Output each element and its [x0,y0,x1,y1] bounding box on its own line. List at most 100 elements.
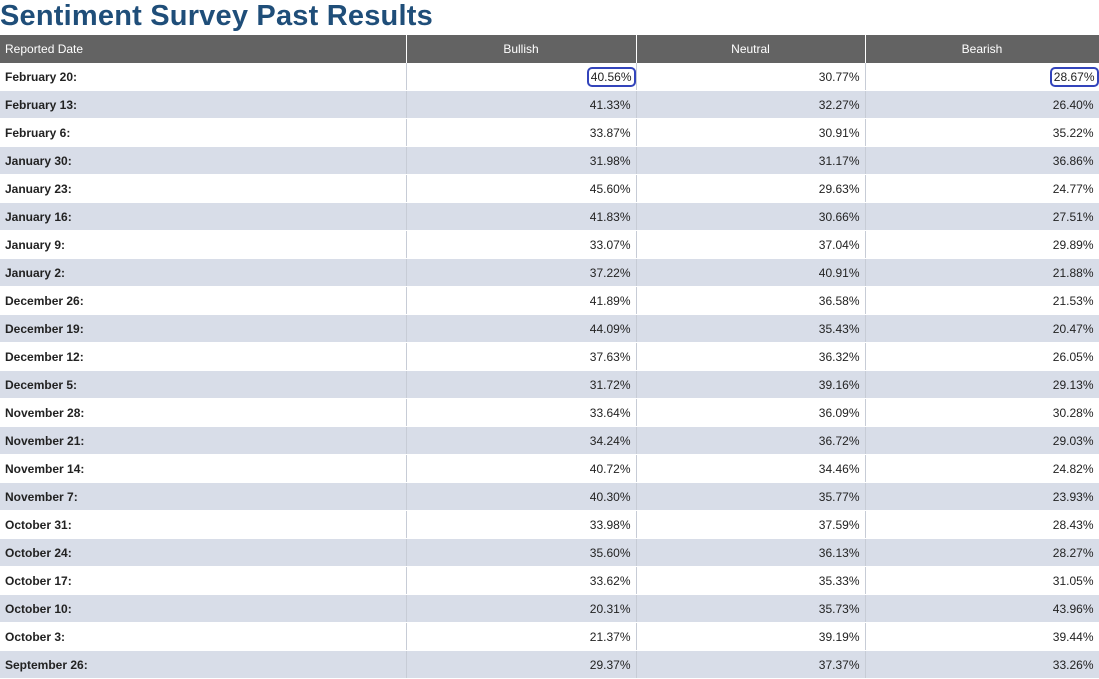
bearish-value-cell: 21.88% [865,258,1099,287]
bearish-value-cell: 28.43% [865,510,1099,539]
neutral-value-cell: 35.73% [636,594,866,623]
neutral-value-cell: 36.58% [636,286,866,315]
bearish-value-cell: 39.44% [865,622,1099,651]
table-row: December 12: 37.63% 36.32% 26.05% [0,342,1099,371]
reported-date-cell: January 9: [0,230,407,259]
neutral-value-cell: 37.59% [636,510,866,539]
reported-date-cell: October 10: [0,594,407,623]
neutral-value-cell: 39.16% [636,370,866,399]
bearish-value-cell: 31.05% [865,566,1099,595]
bullish-value-cell: 40.72% [406,454,637,483]
bearish-value-cell: 30.28% [865,398,1099,427]
table-row: January 9: 33.07% 37.04% 29.89% [0,230,1099,259]
bearish-value-cell: 23.93% [865,482,1099,511]
column-header-bearish: Bearish [865,35,1099,63]
bullish-value-cell: 33.62% [406,566,637,595]
bullish-value-cell: 29.37% [406,650,637,679]
reported-date-cell: December 12: [0,342,407,371]
neutral-value-cell: 36.72% [636,426,866,455]
neutral-value-cell: 35.43% [636,314,866,343]
bullish-value-cell: 40.30% [406,482,637,511]
table-row: November 7: 40.30% 35.77% 23.93% [0,482,1099,511]
neutral-value-cell: 29.63% [636,174,866,203]
bullish-highlighted-value: 40.56% [586,66,636,87]
neutral-value-cell: 35.33% [636,566,866,595]
bullish-value-cell: 31.72% [406,370,637,399]
table-row: November 21: 34.24% 36.72% 29.03% [0,426,1099,455]
bearish-value-cell: 43.96% [865,594,1099,623]
table-row: October 10: 20.31% 35.73% 43.96% [0,594,1099,623]
bearish-value-cell: 33.26% [865,650,1099,679]
bullish-value-cell: 37.63% [406,342,637,371]
table-row: November 14: 40.72% 34.46% 24.82% [0,454,1099,483]
reported-date-cell: November 7: [0,482,407,511]
bullish-value-cell: 45.60% [406,174,637,203]
table-row: December 19: 44.09% 35.43% 20.47% [0,314,1099,343]
bullish-value-cell: 31.98% [406,146,637,175]
reported-date-cell: November 28: [0,398,407,427]
reported-date-cell: February 6: [0,118,407,147]
table-row: January 23: 45.60% 29.63% 24.77% [0,174,1099,203]
bearish-value-cell: 27.51% [865,202,1099,231]
neutral-value-cell: 30.77% [636,63,866,91]
bearish-value-cell: 35.22% [865,118,1099,147]
table-row: October 24: 35.60% 36.13% 28.27% [0,538,1099,567]
reported-date-cell: December 26: [0,286,407,315]
bearish-value-cell: 36.86% [865,146,1099,175]
bearish-value-cell: 28.27% [865,538,1099,567]
bearish-value-cell: 29.89% [865,230,1099,259]
bearish-value-cell: 21.53% [865,286,1099,315]
reported-date-cell: February 13: [0,90,407,119]
reported-date-cell: January 16: [0,202,407,231]
bullish-value-cell: 20.31% [406,594,637,623]
neutral-value-cell: 39.19% [636,622,866,651]
bullish-value-cell: 37.22% [406,258,637,287]
table-row: January 16: 41.83% 30.66% 27.51% [0,202,1099,231]
column-header-bullish: Bullish [406,35,637,63]
neutral-value-cell: 37.37% [636,650,866,679]
page-title: Sentiment Survey Past Results [0,0,433,32]
table-row: January 2: 37.22% 40.91% 21.88% [0,258,1099,287]
reported-date-cell: October 31: [0,510,407,539]
table-row: February 20: 40.56% 30.77% 28.67% [0,63,1099,91]
bullish-value-cell: 35.60% [406,538,637,567]
bullish-value-cell: 33.98% [406,510,637,539]
neutral-value-cell: 35.77% [636,482,866,511]
bullish-value-cell: 33.87% [406,118,637,147]
bullish-value-cell: 40.56% [406,63,637,91]
reported-date-cell: October 17: [0,566,407,595]
table-row: February 6: 33.87% 30.91% 35.22% [0,118,1099,147]
bearish-highlighted-value: 28.67% [1049,66,1099,87]
bearish-value-cell: 28.67% [865,63,1099,91]
reported-date-cell: February 20: [0,63,407,91]
bearish-value-cell: 26.05% [865,342,1099,371]
reported-date-cell: December 19: [0,314,407,343]
reported-date-cell: January 30: [0,146,407,175]
table-body: February 20: 40.56% 30.77% 28.67% February 1… [0,63,1099,679]
reported-date-cell: October 3: [0,622,407,651]
reported-date-cell: January 23: [0,174,407,203]
table-row: September 26: 29.37% 37.37% 33.26% [0,650,1099,679]
sentiment-results-table: Reported Date Bullish Neutral Bearish Fe… [0,35,1099,679]
reported-date-cell: November 14: [0,454,407,483]
bullish-value-cell: 41.89% [406,286,637,315]
neutral-value-cell: 36.13% [636,538,866,567]
table-row: October 31: 33.98% 37.59% 28.43% [0,510,1099,539]
bullish-value-cell: 33.07% [406,230,637,259]
bullish-value-cell: 41.33% [406,90,637,119]
reported-date-cell: October 24: [0,538,407,567]
table-row: December 26: 41.89% 36.58% 21.53% [0,286,1099,315]
bullish-value-cell: 33.64% [406,398,637,427]
bearish-value-cell: 24.77% [865,174,1099,203]
table-row: October 17: 33.62% 35.33% 31.05% [0,566,1099,595]
table-row: November 28: 33.64% 36.09% 30.28% [0,398,1099,427]
bearish-value-cell: 29.03% [865,426,1099,455]
table-row: February 13: 41.33% 32.27% 26.40% [0,90,1099,119]
reported-date-cell: November 21: [0,426,407,455]
neutral-value-cell: 36.09% [636,398,866,427]
neutral-value-cell: 37.04% [636,230,866,259]
bearish-value-cell: 29.13% [865,370,1099,399]
reported-date-cell: January 2: [0,258,407,287]
bullish-value-cell: 21.37% [406,622,637,651]
table-row: January 30: 31.98% 31.17% 36.86% [0,146,1099,175]
